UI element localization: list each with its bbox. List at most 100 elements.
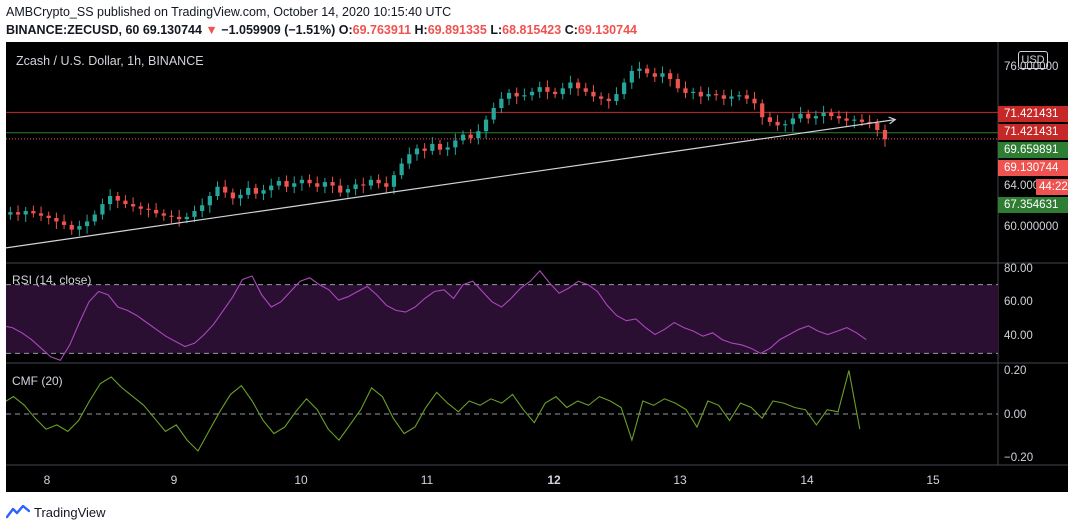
time-axis-tick: 15 (926, 473, 940, 487)
cmf-line (6, 370, 861, 452)
bar-countdown-label: 44:22 (1036, 179, 1068, 195)
candle-body (476, 131, 481, 139)
candle-body (637, 68, 642, 71)
candle-body (468, 134, 473, 139)
candle-body (552, 91, 558, 95)
candle-body (15, 212, 21, 215)
cmf-axis-tick: 0.20 (1004, 365, 1027, 377)
candle-body (169, 215, 174, 217)
candle-body (882, 130, 888, 140)
low-label: L: (490, 23, 503, 37)
publish-info: AMBCrypto_SS published on TradingView.co… (6, 5, 452, 19)
candle-body (77, 226, 82, 230)
candle-body (46, 215, 51, 218)
candle-body (322, 182, 328, 187)
candle-body (384, 183, 389, 187)
candle-body (414, 148, 420, 155)
candle-body (522, 95, 527, 97)
support-price-label: 67.354631 (998, 197, 1068, 213)
time-axis-tick: 14 (800, 473, 814, 487)
candle-body (230, 192, 235, 199)
candle-body (161, 213, 166, 216)
cmf-axis-tick: −0.20 (1004, 452, 1034, 464)
candle-body (629, 70, 634, 83)
candle-body (844, 118, 849, 121)
candle-body (737, 95, 742, 97)
last-price-label: 69.130744 (998, 160, 1068, 176)
candle-body (836, 116, 842, 119)
trendline (6, 118, 896, 249)
candle-body (675, 79, 680, 89)
rsi-axis-tick: 40.00 (1004, 330, 1033, 342)
footer-brand-text: TradingView (34, 504, 106, 520)
candle-body (798, 113, 803, 119)
candle-body (100, 204, 105, 215)
chart-canvas[interactable] (6, 42, 1068, 492)
down-arrow-icon: ▼ (205, 23, 218, 37)
candle-body (131, 204, 136, 207)
candle-body (84, 221, 90, 227)
candle-body (261, 190, 266, 194)
candle-body (829, 112, 834, 117)
candle-body (775, 121, 780, 126)
candle-body (246, 187, 251, 195)
high-value: 69.891335 (427, 23, 487, 37)
time-axis-tick: 10 (294, 473, 308, 487)
candle-body (38, 213, 44, 216)
candle-body (307, 179, 312, 184)
candle-body (721, 95, 726, 99)
rsi-axis-tick: 60.00 (1004, 296, 1033, 308)
currency-badge[interactable]: USD (1018, 51, 1048, 69)
candle-body (422, 148, 427, 151)
candle-body (806, 113, 811, 119)
candle-body (790, 118, 796, 125)
candle-body (821, 112, 826, 117)
candle-body (192, 211, 197, 217)
candle-body (744, 95, 749, 99)
candle-body (154, 209, 159, 214)
time-axis-tick: 12 (547, 473, 561, 487)
candle-body (583, 88, 588, 92)
open-label: O: (338, 23, 353, 37)
candle-body (391, 175, 397, 187)
candle-body (460, 134, 466, 141)
candle-body (591, 91, 596, 97)
candle-body (31, 211, 36, 214)
candle-body (353, 184, 358, 190)
candle-body (529, 91, 535, 96)
candle-body (407, 154, 412, 164)
main-panel-title: Zcash / U.S. Dollar, 1h, BINANCE (16, 54, 204, 68)
candle-body (345, 189, 351, 193)
cmf-axis-tick: 0.00 (1004, 409, 1027, 421)
chart-area[interactable]: Zcash / U.S. Dollar, 1h, BINANCE USD 76.… (6, 42, 1068, 492)
close-value: 69.130744 (577, 23, 637, 37)
candle-body (537, 87, 542, 92)
candle-body (276, 180, 281, 186)
candle-body (660, 73, 665, 77)
candle-body (698, 91, 703, 97)
candle-body (514, 92, 519, 97)
rsi-panel-title: RSI (14, close) (12, 273, 92, 287)
candle-body (652, 73, 657, 77)
footer-brand[interactable]: TradingView (6, 502, 106, 522)
candle-body (691, 91, 696, 93)
time-axis-tick: 8 (43, 473, 51, 487)
candle-body (714, 94, 719, 96)
price-axis-tick: 60.000000 (1004, 221, 1059, 233)
rsi-line (6, 270, 867, 361)
candle-body (729, 96, 734, 99)
candle-body (61, 221, 67, 225)
candle-body (69, 224, 74, 230)
candle-body (614, 94, 619, 102)
candle-body (598, 96, 604, 99)
candle-body (499, 98, 504, 108)
candle-body (437, 143, 443, 150)
candle-body (284, 180, 289, 187)
candle-body (491, 108, 496, 120)
candle-body (368, 179, 374, 186)
symbol[interactable]: BINANCE:ZECUSD, 60 (6, 23, 140, 37)
candle-body (146, 208, 151, 210)
candle-body (622, 82, 627, 95)
candle-body (568, 82, 573, 89)
candle-body (506, 92, 512, 99)
